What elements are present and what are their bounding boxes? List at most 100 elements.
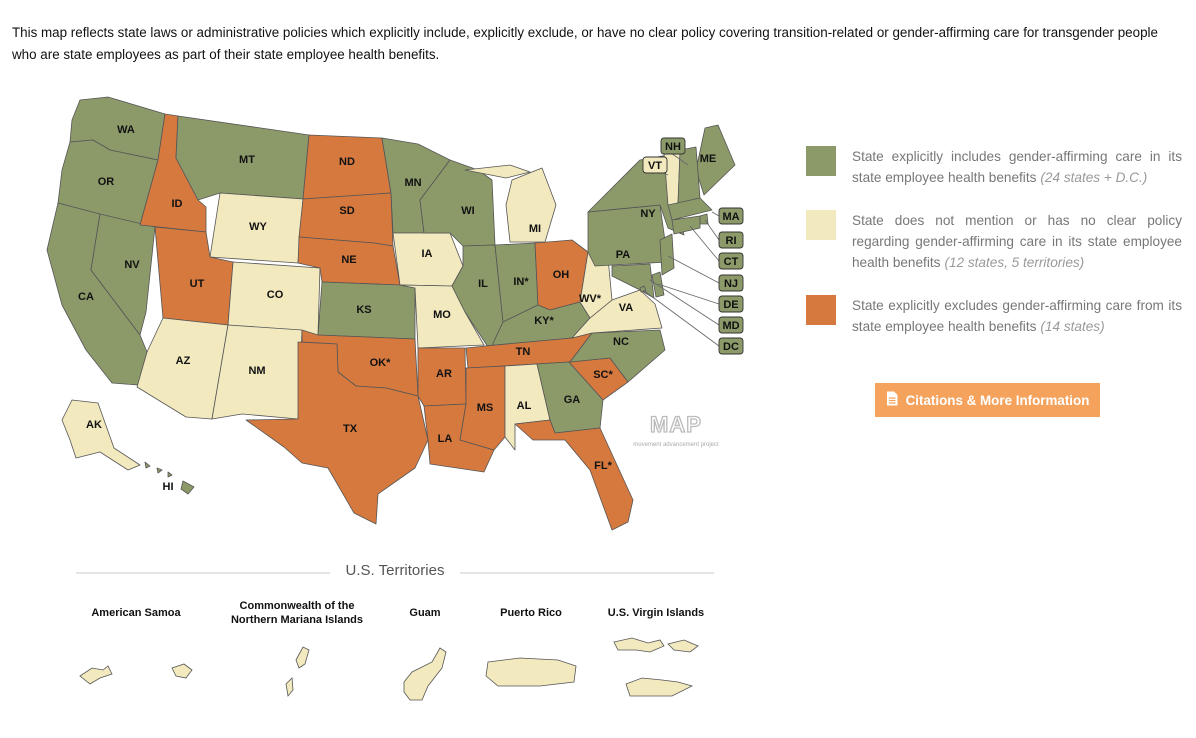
state-label-ar: AR [436,368,452,380]
territory-label-guam: Guam [409,607,441,619]
territories-divider-left [76,572,330,574]
callout-line-ri [704,219,720,241]
state-label-ky: KY* [534,315,554,327]
callout-box-nj[interactable] [718,274,744,292]
state-label-nm: NM [248,365,265,377]
callout-line-md [649,279,720,326]
territory-shape-2[interactable] [403,647,447,701]
state-label-sd: SD [339,205,354,217]
state-nj[interactable] [659,233,675,276]
state-label-dc: DC [723,341,739,353]
us-map: WA OR CA NV ID MT WY UT CO AZ NM ND SD NE KS OK* TX MN IA M… [46,96,744,701]
territory-label-us-virgin-islands: U.S. Virgin Islands [607,607,705,619]
state-label-ny: NY [640,208,656,220]
legend-text: State explicitly excludes gender-affirmi… [852,298,1182,334]
state-label-ks: KS [356,304,371,316]
state-fl[interactable] [514,419,634,531]
state-label-ut: UT [190,278,205,290]
state-label-mn: MN [404,177,421,189]
territory-label-northern-mariana-islands: Commonwealth of the Northern Mariana Isl… [230,600,364,626]
callout-box-vt[interactable] [642,156,668,174]
territories-divider-right [460,572,714,574]
citations-button[interactable]: Citations & More Information [875,383,1100,417]
state-label-nj: NJ [724,278,738,290]
state-label-ms: MS [477,402,494,414]
state-label-tx: TX [343,423,358,435]
callout-box-ma[interactable] [718,207,744,225]
state-ak[interactable] [61,399,141,471]
territory-shape-4[interactable] [613,637,699,697]
callout-box-ct[interactable] [718,252,744,270]
legend-text: State explicitly includes gender-affirmi… [852,149,1182,185]
territory-shape-1[interactable] [285,646,310,697]
state-nh[interactable] [677,146,701,205]
state-label-me: ME [700,153,717,165]
territories-title: U.S. Territories [330,562,460,579]
state-label-ne: NE [341,254,356,266]
state-label-ak: AK [86,419,102,431]
state-label-al: AL [517,400,532,412]
state-label-mo: MO [433,309,451,321]
callout-line-ma [711,211,720,217]
state-nm[interactable] [211,324,303,420]
legend-count: (12 states, 5 territories) [944,255,1085,270]
state-label-id: ID [172,198,183,210]
state-label-hi: HI [163,481,174,493]
state-label-nh: NH [665,141,681,153]
state-label-wi: WI [461,205,474,217]
state-ks[interactable] [317,281,416,340]
state-label-il: IL [478,278,488,290]
state-label-va: VA [619,302,634,314]
state-label-wa: WA [117,124,135,136]
state-label-sc: SC* [593,369,613,381]
state-label-ia: IA [422,248,433,260]
map-logo-tagline: movement advancement project [633,442,719,448]
state-label-ok: OK* [370,357,392,369]
state-label-oh: OH [553,269,570,281]
callout-line-ct [689,225,720,262]
citations-button-label: Citations & More Information [905,392,1090,408]
territory-label-american-samoa: American Samoa [91,607,181,619]
state-label-md: MD [722,320,739,332]
state-label-in: IN* [513,276,529,288]
state-label-co: CO [267,289,284,301]
legend-text: State does not mention or has no clear p… [852,213,1182,270]
state-label-nc: NC [613,336,629,348]
callout-box-md[interactable] [718,316,744,334]
state-label-or: OR [98,176,115,188]
legend-item-excludes: State explicitly excludes gender-affirmi… [806,295,1182,337]
state-label-ca: CA [78,291,94,303]
legend-item-no-policy: State does not mention or has no clear p… [806,210,1182,273]
state-label-mt: MT [239,154,255,166]
state-tx[interactable] [245,341,429,525]
legend-swatch-excludes [806,295,836,325]
state-label-ma: MA [722,211,739,223]
legend: State explicitly includes gender-affirmi… [806,146,1182,359]
legend-swatch-no-policy [806,210,836,240]
state-hi[interactable] [144,461,195,495]
state-ma[interactable] [667,197,713,221]
callout-box-nh[interactable] [660,137,686,155]
state-label-mi: MI [529,223,541,235]
state-label-ga: GA [564,394,581,406]
state-label-ri: RI [726,235,737,247]
map-logo: MAP movement advancement project [633,411,719,448]
callout-box-ri[interactable] [718,231,744,249]
state-label-nv: NV [124,259,140,271]
state-dc[interactable] [639,285,647,293]
callout-line-nj [667,255,720,284]
territory-shape-3[interactable] [485,657,577,687]
state-label-fl: FL* [594,460,612,472]
legend-item-includes: State explicitly includes gender-affirmi… [806,146,1182,188]
state-label-wv: WV* [579,293,602,305]
callout-line-dc [642,289,720,347]
document-icon [886,391,898,409]
callout-box-dc[interactable] [718,337,744,355]
legend-count: (24 states + D.C.) [1040,170,1148,185]
callout-box-de[interactable] [718,295,744,313]
state-label-la: LA [438,433,453,445]
territory-shape-0[interactable] [79,663,193,685]
legend-swatch-includes [806,146,836,176]
state-label-wy: WY [249,221,267,233]
state-de[interactable] [651,271,665,298]
